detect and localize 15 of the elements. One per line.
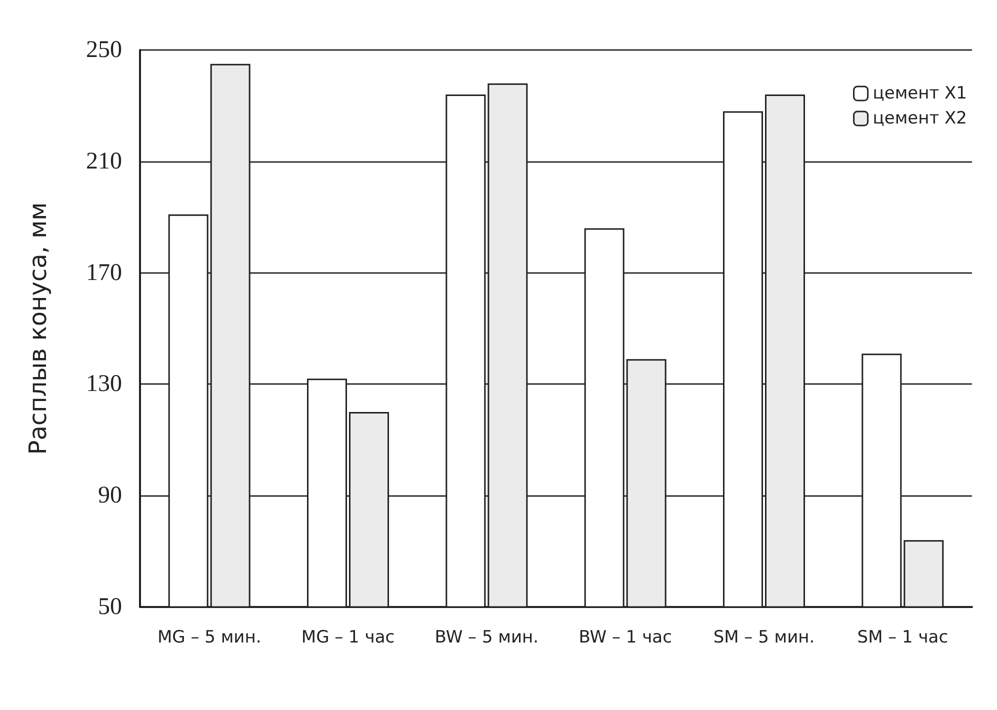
x-tick-label: BW – 5 мин. — [434, 628, 539, 648]
y-tick-label: 90 — [98, 482, 122, 509]
x-tick-label: MG – 5 мин. — [157, 628, 262, 648]
x-tick-label: MG – 1 час — [301, 628, 395, 648]
y-tick-label: 210 — [86, 148, 122, 174]
y-axis-title: Расплыв конуса, мм — [24, 202, 52, 455]
x-tick-label: BW – 1 час — [578, 628, 672, 648]
legend-label: цемент X2 — [872, 108, 968, 128]
y-tick-label: 250 — [86, 37, 122, 63]
x-tick-label: SM – 5 мин. — [713, 628, 815, 648]
y-tick-label: 130 — [86, 371, 122, 398]
y-tick-label: 170 — [86, 260, 122, 286]
legend-label: цемент X1 — [872, 84, 968, 104]
y-tick-label: 50 — [98, 594, 122, 620]
x-tick-label: SM – 1 час — [857, 628, 948, 648]
